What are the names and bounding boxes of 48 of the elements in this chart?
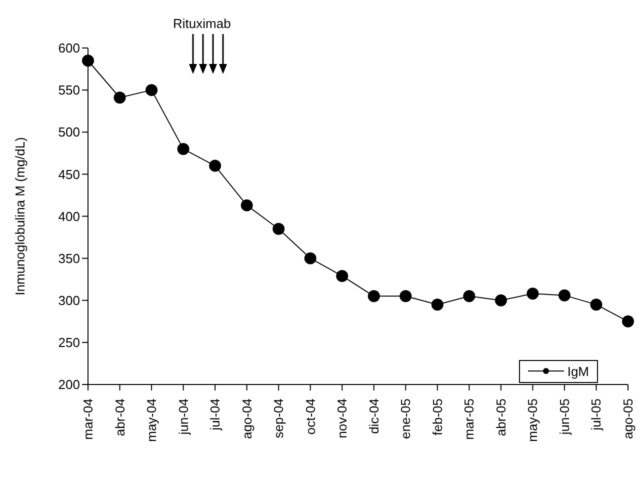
x-tick-label: jul-05: [588, 398, 604, 432]
x-tick-label: ago-05: [620, 398, 636, 439]
x-tick-label: may-05: [525, 398, 540, 442]
y-tick-label: 500: [58, 124, 80, 140]
x-tick-label: mar-04: [80, 398, 96, 440]
x-tick-label: abr-04: [112, 398, 128, 436]
x-tick-label: dic-04: [366, 398, 382, 434]
point: [240, 199, 253, 212]
point: [368, 290, 380, 302]
point: [336, 270, 348, 282]
point: [82, 54, 94, 67]
x-tick-label: may-04: [144, 398, 160, 442]
x-tick-label: oct-04: [302, 398, 318, 435]
y-axis-title: Inmunoglobulina M (mg/dL): [12, 137, 28, 296]
x-tick-label: sep-04: [271, 398, 286, 438]
y-tick-label: 450: [58, 166, 80, 182]
point: [209, 160, 222, 172]
x-tick-label: ago-04: [239, 398, 254, 439]
point: [494, 294, 507, 306]
x-tick-label: jun-04: [176, 398, 191, 436]
point: [622, 315, 634, 328]
x-tick-label: feb-05: [430, 398, 445, 436]
x-tick-label: ene-05: [398, 398, 414, 439]
y-tick-label: 250: [58, 335, 80, 350]
legend-label: IgM: [566, 364, 589, 378]
x-tick-label: jun-05: [556, 398, 572, 436]
y-tick-label: 200: [58, 377, 80, 392]
y-tick-label: 300: [58, 292, 80, 308]
point: [590, 298, 602, 311]
y-tick-label: 600: [58, 40, 80, 56]
y-tick-label: 400: [58, 208, 80, 224]
point: [400, 290, 412, 302]
y-tick-label: 350: [58, 250, 80, 266]
x-tick-label: abr-05: [493, 398, 508, 436]
point: [526, 288, 539, 300]
x-tick-label: nov-04: [334, 398, 350, 438]
x-tick-label: jul-04: [208, 398, 223, 432]
y-tick-label: 550: [58, 82, 80, 98]
point: [463, 290, 476, 302]
point: [431, 298, 444, 311]
point: [304, 252, 316, 264]
point: [114, 92, 126, 104]
x-tick-label: mar-05: [462, 398, 477, 440]
text: Rituximab: [173, 16, 231, 31]
point: [146, 84, 158, 96]
point: [177, 142, 190, 155]
point: [558, 289, 570, 302]
point: [272, 222, 285, 235]
